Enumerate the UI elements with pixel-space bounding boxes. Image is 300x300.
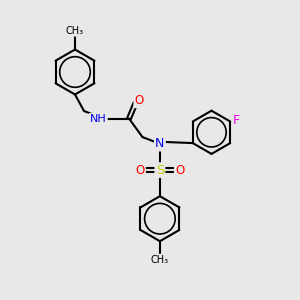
Text: O: O [136, 164, 145, 177]
Text: NH: NH [90, 114, 106, 124]
Text: CH₃: CH₃ [66, 26, 84, 36]
Text: O: O [175, 164, 184, 177]
Text: S: S [156, 164, 164, 177]
Text: N: N [155, 137, 165, 150]
Text: O: O [135, 94, 144, 107]
Text: CH₃: CH₃ [151, 255, 169, 265]
Text: F: F [233, 113, 240, 127]
